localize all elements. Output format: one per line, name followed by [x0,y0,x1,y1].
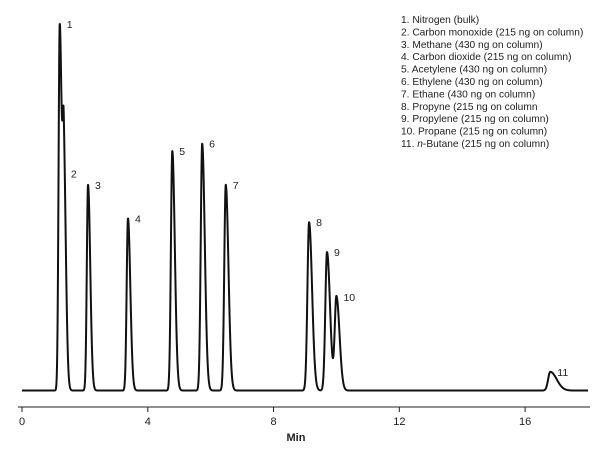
legend-entry: 1. Nitrogen (bulk) [401,15,479,26]
peak-label: 3 [95,180,101,192]
legend-entry: 9. Propylene (215 ng on column) [401,114,549,125]
legend-entry: 4. Carbon dioxide (215 ng on column) [401,52,571,63]
x-tick-label: 16 [519,416,531,428]
legend-entry: 5. Acetylene (430 ng on column) [401,65,547,76]
x-tick-label: 4 [145,416,151,428]
legend-entry: 10. Propane (215 ng on column) [401,127,547,138]
peak-label: 2 [71,169,77,181]
peak-label: 8 [316,217,322,229]
chromatogram-trace [21,23,589,392]
peak-label: 10 [343,292,355,304]
legend-entry: 7. Ethane (430 ng on column) [401,89,535,100]
peak-label: 6 [209,139,215,151]
peak-label: 9 [334,247,340,259]
x-tick-label: 0 [19,416,25,428]
peak-label: 4 [135,213,141,225]
peak-label: 11 [557,367,568,379]
x-axis-title: Min [287,432,306,444]
peak-label: 7 [233,180,239,192]
legend-entry: 2. Carbon monoxide (215 ng on column) [401,27,583,38]
legend-entry: 6. Ethylene (430 ng on column) [401,77,543,88]
peak-label: 5 [179,146,185,158]
legend-entry: 3. Methane (430 ng on column) [401,40,543,51]
legend-entry: 8. Propyne (215 ng on column [401,102,538,113]
legend-entry: 11. n-Butane (215 ng on column) [401,139,549,150]
peak-label: 1 [67,19,73,31]
x-tick-label: 8 [270,416,276,428]
x-axis-ticks: 0 4 8 12 16 [19,407,531,428]
legend: 1. Nitrogen (bulk)2. Carbon monoxide (21… [401,15,583,150]
x-tick-label: 12 [393,416,405,428]
peak-labels: 1 2 3 4 5 6 7 8 9 10 11 [67,19,569,379]
